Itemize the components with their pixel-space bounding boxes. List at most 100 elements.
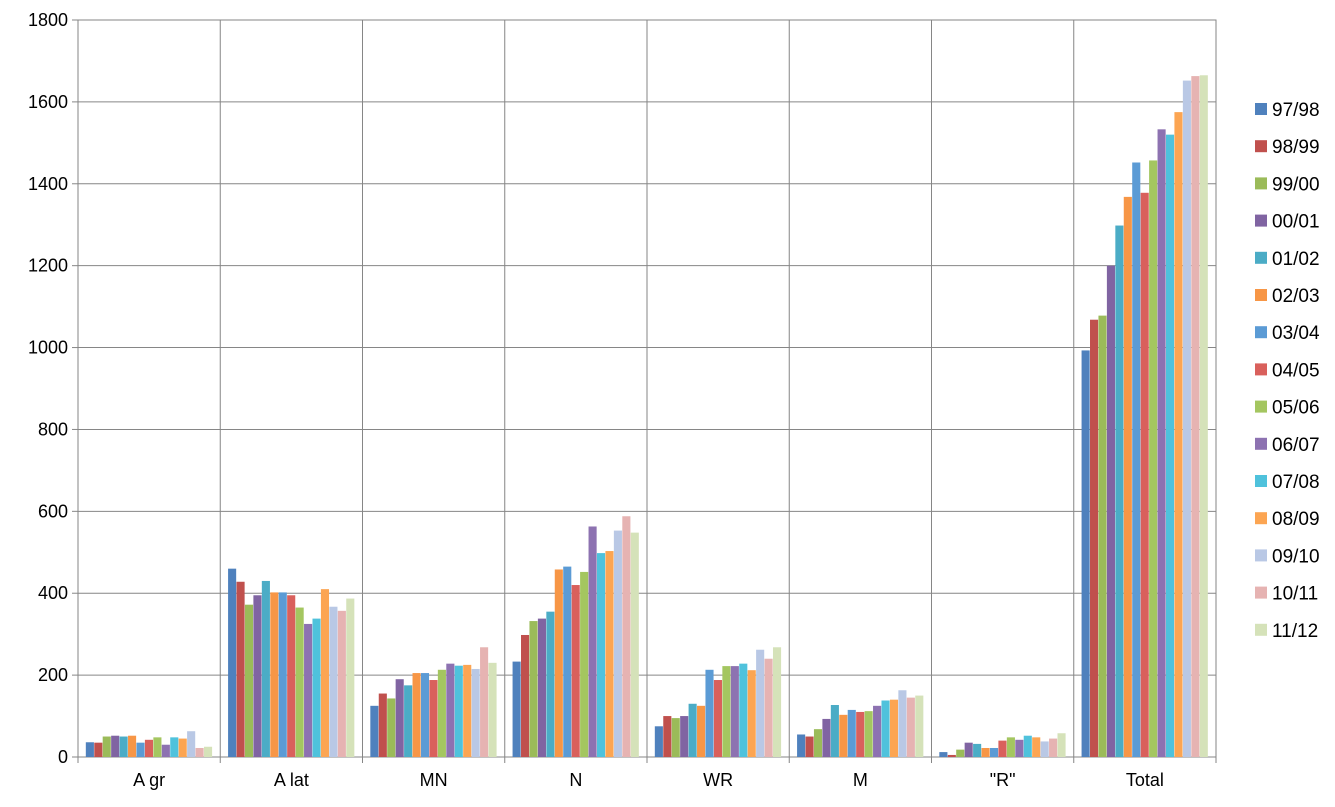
- x-tick-label-1: A lat: [274, 770, 309, 790]
- x-tick-label-6: "R": [990, 770, 1016, 790]
- legend-swatch-14: [1255, 623, 1267, 636]
- bar-4-6: [705, 669, 714, 757]
- bar-7-0: [1081, 350, 1090, 757]
- bar-5-6: [847, 709, 856, 757]
- y-tick-label-4: 800: [38, 419, 68, 439]
- bar-2-4: [404, 685, 413, 757]
- bar-0-2: [102, 736, 111, 757]
- legend-swatch-2: [1255, 177, 1267, 190]
- bar-7-5: [1123, 196, 1132, 757]
- bar-7-1: [1090, 319, 1099, 757]
- bar-6-11: [1032, 737, 1041, 757]
- bar-0-13: [195, 747, 204, 757]
- y-tick-label-3: 600: [38, 501, 68, 521]
- legend-swatch-5: [1255, 289, 1267, 301]
- legend-label-10: 07/08: [1272, 472, 1320, 493]
- y-tick-label-1: 200: [38, 665, 68, 685]
- bar-3-8: [580, 571, 589, 757]
- bar-4-14: [772, 647, 782, 757]
- legend-label-6: 03/04: [1272, 323, 1320, 344]
- bar-0-1: [94, 742, 103, 757]
- bar-5-8: [864, 711, 873, 757]
- bar-6-1: [947, 754, 956, 757]
- bar-1-13: [337, 610, 346, 757]
- bar-7-7: [1140, 192, 1149, 758]
- bar-5-12: [898, 690, 907, 757]
- bar-7-3: [1106, 265, 1115, 757]
- bar-0-11: [178, 738, 187, 757]
- bar-7-12: [1182, 80, 1191, 758]
- bar-4-12: [756, 649, 765, 757]
- bar-3-1: [521, 634, 530, 757]
- bar-7-2: [1098, 315, 1107, 757]
- bar-7-4: [1115, 225, 1124, 758]
- bar-4-13: [764, 658, 773, 757]
- legend-swatch-11: [1255, 512, 1267, 525]
- bar-7-13: [1191, 76, 1200, 758]
- bar-5-13: [906, 697, 915, 757]
- bar-7-11: [1174, 112, 1183, 758]
- bar-5-0: [797, 734, 806, 757]
- bar-2-13: [480, 647, 489, 757]
- bar-6-14: [1057, 733, 1066, 757]
- bar-5-14: [915, 695, 924, 757]
- legend-label-0: 97/98: [1272, 100, 1320, 121]
- bar-4-4: [688, 703, 697, 757]
- legend-label-13: 10/11: [1272, 584, 1318, 605]
- bar-4-8: [722, 666, 731, 757]
- bar-5-11: [889, 699, 899, 757]
- bar-3-6: [563, 566, 572, 757]
- legend-label-14: 11/12: [1272, 621, 1318, 642]
- bar-6-0: [939, 752, 948, 757]
- bar-5-4: [830, 705, 839, 757]
- bar-0-4: [119, 736, 128, 757]
- x-tick-label-3: N: [569, 770, 582, 790]
- bar-5-3: [822, 718, 831, 757]
- legend-label-1: 98/99: [1272, 137, 1320, 158]
- bar-1-3: [253, 595, 262, 757]
- x-tick-label-0: A gr: [133, 770, 165, 790]
- bar-0-10: [170, 737, 179, 757]
- y-tick-label-5: 1000: [28, 338, 68, 358]
- bar-0-6: [136, 742, 145, 757]
- bar-4-10: [739, 663, 748, 757]
- bar-2-12: [471, 668, 480, 757]
- bar-1-2: [244, 604, 254, 757]
- bar-2-0: [370, 705, 379, 757]
- legend-label-7: 04/05: [1272, 360, 1320, 381]
- bar-3-12: [613, 530, 622, 757]
- bar-0-9: [161, 744, 170, 757]
- bar-2-10: [454, 665, 463, 757]
- x-tick-label-7: Total: [1126, 770, 1164, 790]
- bar-4-0: [654, 726, 663, 757]
- y-tick-label-2: 400: [38, 583, 68, 603]
- bar-6-4: [973, 743, 982, 757]
- bar-5-2: [813, 729, 823, 757]
- legend-swatch-10: [1255, 475, 1267, 487]
- bar-2-9: [446, 663, 455, 757]
- bar-2-3: [395, 679, 404, 757]
- legend-swatch-12: [1255, 549, 1267, 562]
- bar-3-14: [630, 532, 639, 757]
- bar-3-13: [622, 516, 631, 757]
- bar-5-1: [805, 736, 814, 757]
- legend-swatch-8: [1255, 400, 1267, 413]
- bar-2-8: [437, 669, 446, 757]
- x-tick-label-5: M: [853, 770, 868, 790]
- legend-swatch-4: [1255, 251, 1267, 264]
- bar-3-11: [605, 551, 614, 757]
- bar-6-8: [1006, 737, 1015, 757]
- x-tick-label-2: MN: [420, 770, 448, 790]
- legend-swatch-13: [1255, 586, 1267, 599]
- legend-label-4: 01/02: [1272, 249, 1320, 270]
- bar-1-8: [295, 607, 304, 757]
- bar-1-5: [270, 592, 279, 757]
- bar-0-14: [203, 746, 213, 757]
- legend-swatch-3: [1255, 214, 1267, 227]
- bar-6-12: [1040, 741, 1049, 757]
- legend-label-11: 08/09: [1272, 509, 1320, 530]
- bar-7-10: [1165, 134, 1175, 757]
- bar-2-14: [488, 662, 497, 757]
